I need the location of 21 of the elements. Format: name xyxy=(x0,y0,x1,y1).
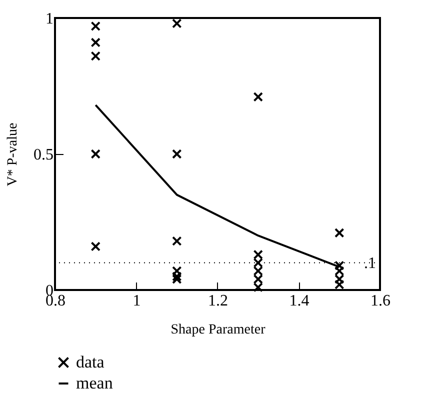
x-tick-label: 1.6 xyxy=(370,292,390,310)
point xyxy=(90,149,100,159)
point xyxy=(334,228,344,238)
point xyxy=(90,21,100,32)
point xyxy=(253,92,263,102)
legend-label: mean xyxy=(76,374,114,392)
point xyxy=(90,51,100,61)
x-axis-title: Shape Parameter xyxy=(170,322,266,338)
y-tick-label: 1 xyxy=(46,10,54,28)
x-tick-label: 1.2 xyxy=(208,292,228,310)
y-tick-label: 0.5 xyxy=(34,146,54,164)
x-tick-label: 1.4 xyxy=(289,292,310,310)
ref-line-label: .1 xyxy=(364,254,376,272)
y-axis-title: V* P-value xyxy=(6,122,20,186)
point xyxy=(172,149,182,159)
point xyxy=(90,38,100,48)
legend-label: data xyxy=(76,352,105,372)
point xyxy=(172,236,182,246)
x-tick-label: 1 xyxy=(132,292,141,310)
point xyxy=(172,18,182,28)
point xyxy=(90,242,100,252)
